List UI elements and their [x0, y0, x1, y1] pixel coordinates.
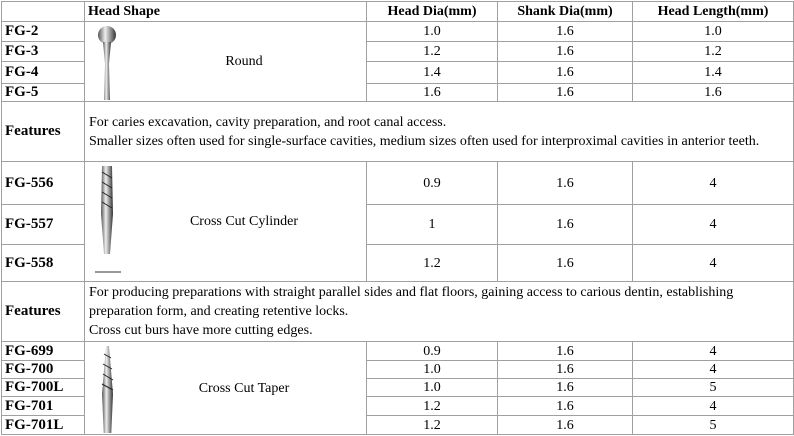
bur-code: FG-5	[1, 83, 85, 102]
features-label: Features	[1, 101, 85, 162]
table-header: Head Shape Head Dia(mm) Shank Dia(mm) Head …	[1, 1, 794, 22]
bur-image	[101, 346, 114, 433]
bur-code: FG-557	[1, 204, 85, 245]
bur-code: FG-558	[1, 244, 85, 282]
bur-code: FG-4	[1, 61, 85, 84]
value-cell: 4	[632, 396, 794, 416]
value-cell: 1.6	[497, 83, 633, 102]
data-row: FG-5 1.6 1.6 1.6	[1, 83, 794, 102]
value-cell: 1.6	[497, 396, 633, 416]
header-cell: Shank Dia(mm)	[497, 1, 633, 22]
value-cell: 5	[632, 378, 794, 397]
value-cell: 1.0	[366, 21, 498, 42]
features-row: Features For caries excavation, cavity pr…	[1, 101, 794, 162]
value-cell: 1.6	[497, 244, 633, 282]
shape-name: Cross Cut Taper	[198, 380, 290, 396]
value-cell: 1.6	[497, 360, 633, 379]
data-row: FG-701L 1.2 1.6 5	[1, 415, 794, 435]
data-row: FG-700 1.0 1.6 4	[1, 360, 794, 379]
value-cell: 4	[632, 161, 794, 205]
value-cell: 1.2	[366, 41, 498, 62]
value-cell: 1.6	[497, 378, 633, 397]
value-cell: 5	[632, 415, 794, 435]
value-cell: 1.0	[366, 360, 498, 379]
data-row: FG-558 1.2 1.6 4	[1, 244, 794, 282]
value-cell: 1.2	[632, 41, 794, 62]
value-cell: 0.9	[366, 341, 498, 361]
bur-code: FG-699	[1, 341, 85, 361]
bur-image	[95, 166, 121, 273]
value-cell: 1.6	[497, 204, 633, 245]
value-cell: 1.2	[366, 415, 498, 435]
header-cell: Head Dia(mm)	[366, 1, 498, 22]
value-cell: 1.0	[366, 378, 498, 397]
data-row: FG-556 Cross Cut Cylinder 0.9 1.6 4	[1, 161, 794, 282]
value-cell: 1.6	[632, 83, 794, 102]
bur-code: FG-556	[1, 161, 85, 205]
data-row: FG-699 Cross Cut Taper 0.9 1.6 4	[1, 341, 794, 435]
value-cell: 1.0	[632, 21, 794, 42]
shape-cell: Cross Cut Taper	[84, 341, 367, 435]
header-cell: Head Shape	[84, 1, 367, 22]
table-body: FG-2 Round 1.0 1.6 1.0 FG-3 1.2 1.6 1.2 FG-4 1.4 1.…	[1, 21, 794, 435]
value-cell: 1.6	[497, 41, 633, 62]
shape-name: Cross Cut Cylinder	[189, 214, 299, 229]
value-cell: 1.6	[366, 83, 498, 102]
value-cell: 0.9	[366, 161, 498, 205]
shape-cell: Round	[84, 21, 367, 102]
shape-name: Round	[225, 54, 263, 69]
value-cell: 1.6	[497, 415, 633, 435]
value-cell: 1.4	[632, 61, 794, 84]
data-row: FG-701 1.2 1.6 4	[1, 396, 794, 416]
header-cell: Head Length(mm)	[632, 1, 794, 22]
value-cell: 1.6	[497, 61, 633, 84]
data-row: FG-2 Round 1.0 1.6 1.0	[1, 21, 794, 102]
bur-code: FG-701	[1, 396, 85, 416]
value-cell: 1.6	[497, 341, 633, 361]
value-cell: 1.6	[497, 161, 633, 205]
bur-image	[98, 26, 116, 100]
feature-line: For caries excavation, cavity preparatio…	[89, 114, 447, 130]
value-cell: 1	[366, 204, 498, 245]
value-cell: 4	[632, 244, 794, 282]
features-row: Features For producing preparations with …	[1, 281, 794, 342]
shape-cell: Cross Cut Cylinder	[84, 161, 367, 282]
features-text: For caries excavation, cavity preparatio…	[84, 101, 794, 162]
features-label: Features	[1, 281, 85, 342]
value-cell: 4	[632, 341, 794, 361]
bur-code: FG-701L	[1, 415, 85, 435]
bur-code: FG-700	[1, 360, 85, 379]
value-cell: 4	[632, 360, 794, 379]
value-cell: 1.2	[366, 244, 498, 282]
header-cell	[1, 1, 85, 22]
feature-line: Cross cut burs have more cutting edges.	[89, 323, 313, 338]
value-cell: 1.6	[497, 21, 633, 42]
bur-code: FG-700L	[1, 378, 85, 397]
feature-line: For producing preparations with straight…	[89, 285, 734, 319]
value-cell: 1.2	[366, 396, 498, 416]
bur-code: FG-2	[1, 21, 85, 42]
feature-line: Smaller sizes often used for single-surf…	[89, 133, 760, 149]
header-row: Head Shape Head Dia(mm) Shank Dia(mm) Head …	[1, 1, 794, 22]
features-text: For producing preparations with straight…	[84, 281, 794, 342]
value-cell: 1.4	[366, 61, 498, 84]
bur-code: FG-3	[1, 41, 85, 62]
value-cell: 4	[632, 204, 794, 245]
